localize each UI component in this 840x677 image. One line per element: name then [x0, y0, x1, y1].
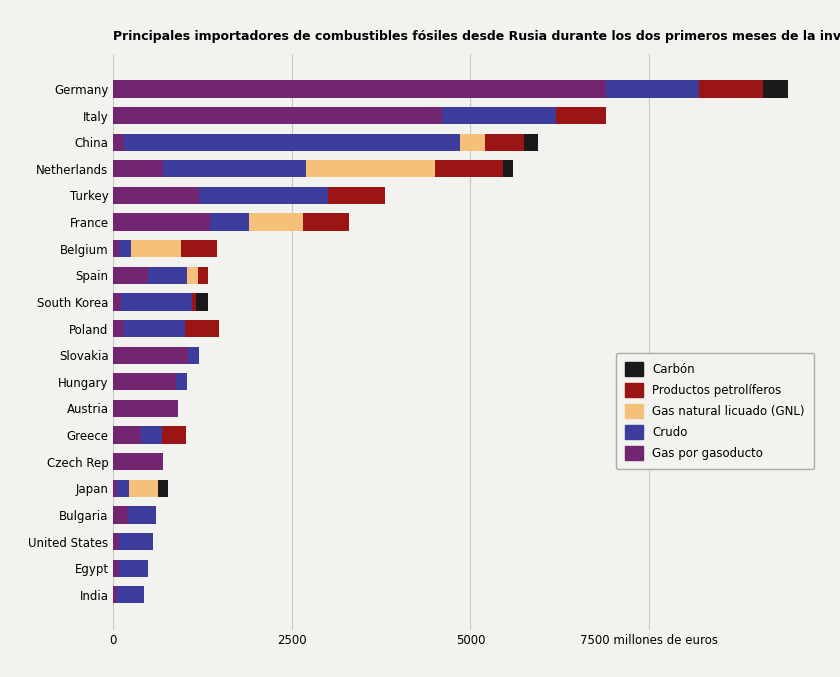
Bar [302, 213, 349, 231]
Bar [113, 533, 119, 550]
Bar [556, 107, 606, 125]
Bar [113, 81, 606, 97]
Bar [113, 240, 119, 257]
Bar [459, 133, 485, 151]
Bar [113, 427, 140, 443]
Bar [113, 480, 117, 497]
Bar [196, 293, 208, 311]
Bar [113, 267, 148, 284]
Bar [176, 373, 187, 391]
Bar [162, 427, 186, 443]
Bar [158, 480, 168, 497]
Bar [199, 187, 328, 204]
Bar [307, 160, 435, 177]
Bar [210, 213, 249, 231]
Bar [249, 213, 302, 231]
Bar [113, 107, 442, 125]
Bar [113, 506, 128, 523]
Bar [117, 586, 144, 603]
Bar [129, 480, 158, 497]
Bar [140, 427, 162, 443]
Bar [148, 267, 187, 284]
Bar [163, 160, 307, 177]
Bar [606, 81, 699, 97]
Bar [524, 133, 538, 151]
Bar [442, 107, 556, 125]
Bar [124, 133, 459, 151]
Bar [119, 533, 154, 550]
Bar [502, 160, 513, 177]
Bar [119, 240, 131, 257]
Bar [485, 133, 524, 151]
Bar [113, 586, 117, 603]
Bar [113, 373, 176, 391]
Bar [328, 187, 385, 204]
Bar [113, 453, 163, 471]
Bar [435, 160, 502, 177]
Bar [113, 160, 163, 177]
Bar [113, 347, 188, 364]
Bar [121, 293, 192, 311]
Bar [185, 320, 219, 337]
Bar [188, 347, 199, 364]
Bar [192, 293, 196, 311]
Bar [131, 240, 181, 257]
Bar [699, 81, 764, 97]
Bar [113, 320, 124, 337]
Bar [113, 400, 178, 417]
Bar [187, 267, 197, 284]
Bar [113, 559, 119, 577]
Bar [113, 293, 121, 311]
Bar [197, 267, 208, 284]
Bar [113, 213, 210, 231]
Bar [124, 320, 185, 337]
Bar [117, 480, 129, 497]
Bar [119, 559, 148, 577]
Bar [113, 187, 199, 204]
Bar [128, 506, 156, 523]
Bar [113, 133, 124, 151]
Bar [764, 81, 788, 97]
Text: Principales importadores de combustibles fósiles desde Rusia durante los dos pri: Principales importadores de combustibles… [113, 30, 840, 43]
Legend: Carbón, Productos petrolíferos, Gas natural licuado (GNL), Crudo, Gas por gasodu: Carbón, Productos petrolíferos, Gas natu… [616, 353, 814, 469]
Bar [181, 240, 217, 257]
